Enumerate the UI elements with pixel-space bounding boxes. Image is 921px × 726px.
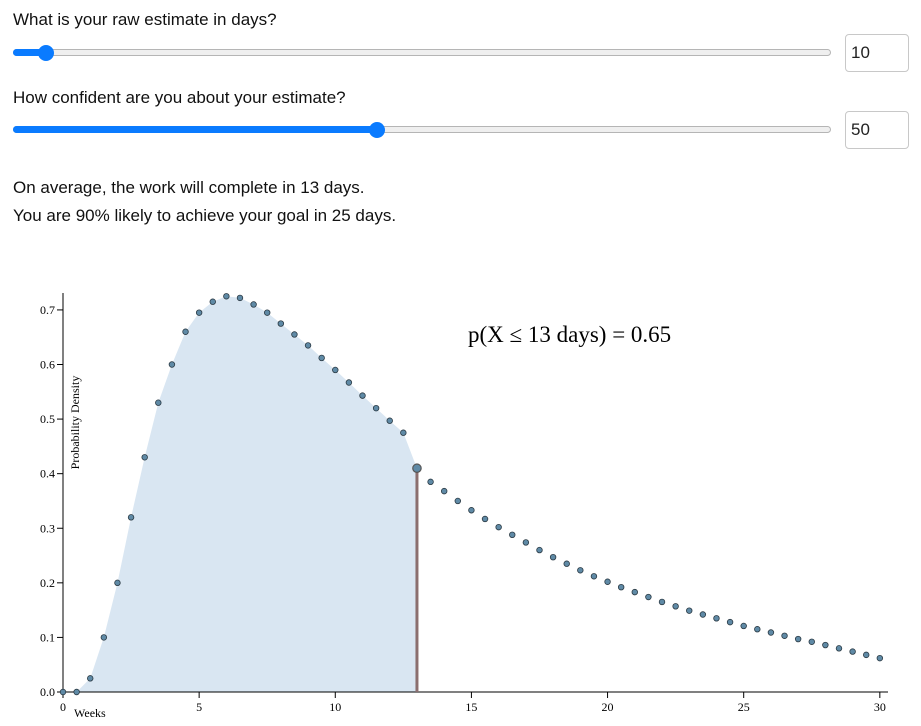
- data-point: [726, 618, 734, 626]
- data-point: [400, 429, 407, 436]
- data-point: [427, 478, 434, 486]
- data-point: [522, 539, 530, 546]
- y-tick-label: 0.7: [40, 303, 55, 317]
- data-point: [699, 611, 707, 618]
- y-axis-label: Probability Density: [68, 376, 82, 470]
- x-tick-label: 10: [329, 700, 341, 714]
- confidence-slider-fill: [13, 126, 377, 133]
- data-point: [740, 622, 747, 630]
- data-point: [713, 615, 720, 622]
- average-completion-text: On average, the work will complete in 13…: [13, 178, 365, 197]
- data-point: [372, 404, 380, 412]
- y-tick-label: 0.5: [40, 412, 55, 426]
- x-tick-label: 0: [60, 700, 66, 714]
- data-point: [549, 553, 557, 561]
- data-point: [114, 579, 121, 587]
- data-point: [781, 632, 788, 639]
- data-point: [617, 584, 625, 591]
- y-tick-label: 0.2: [40, 576, 55, 590]
- estimate-slider-thumb[interactable]: [37, 45, 54, 61]
- data-point: [264, 309, 271, 316]
- confidence-question: How confident are you about your estimat…: [13, 88, 346, 107]
- estimate-slider-fill: [13, 49, 46, 56]
- data-point: [127, 514, 135, 521]
- data-point: [590, 573, 598, 580]
- y-tick-label: 0.1: [40, 630, 55, 644]
- x-tick-label: 25: [738, 700, 750, 714]
- data-point: [563, 560, 570, 567]
- data-point: [209, 298, 216, 305]
- x-tick-label: 15: [465, 700, 477, 714]
- y-tick-label: 0.3: [40, 521, 55, 535]
- x-tick-label: 20: [602, 700, 614, 714]
- data-point: [835, 645, 843, 652]
- data-point: [808, 638, 815, 645]
- data-point: [509, 531, 516, 538]
- likelihood-text: You are 90% likely to achieve your goal …: [13, 206, 397, 225]
- data-point: [822, 641, 829, 649]
- data-point: [767, 629, 775, 636]
- data-point: [73, 688, 80, 696]
- data-point: [87, 675, 94, 682]
- data-point: [754, 626, 761, 633]
- data-point: [168, 361, 176, 368]
- data-point: [223, 293, 230, 300]
- estimate-slider[interactable]: [13, 45, 831, 61]
- estimate-question: What is your raw estimate in days?: [13, 10, 277, 29]
- data-point: [250, 301, 257, 308]
- x-axis-label: Weeks: [74, 706, 106, 720]
- data-point: [59, 688, 67, 696]
- probability-density-chart: 0 5 10 15 20 25 30 0.0 0.1 0.2 0.3 0.4 0.5 0.6 0.7 Week…: [40, 293, 888, 720]
- data-point: [359, 392, 366, 399]
- data-point: [658, 598, 666, 606]
- data-point: [454, 497, 462, 505]
- data-point: [236, 294, 244, 302]
- threshold-point: [412, 463, 422, 474]
- data-point: [304, 342, 312, 349]
- data-point: [318, 354, 325, 362]
- data-point: [686, 607, 693, 614]
- data-point: [440, 487, 448, 495]
- y-tick-label: 0.0: [40, 685, 55, 699]
- data-point: [291, 331, 298, 338]
- data-point: [495, 523, 502, 531]
- probability-area: [63, 296, 417, 692]
- y-tick-label: 0.6: [40, 358, 55, 372]
- data-point: [849, 648, 856, 655]
- data-point: [645, 593, 652, 601]
- data-point: [386, 417, 393, 424]
- data-point: [536, 546, 543, 554]
- data-point: [604, 578, 611, 585]
- data-point: [672, 603, 679, 610]
- confidence-number-input[interactable]: 50: [845, 111, 909, 149]
- confidence-slider-thumb[interactable]: [369, 122, 385, 138]
- data-point: [863, 651, 870, 659]
- data-point: [631, 588, 638, 596]
- probability-annotation: p(X ≤ 13 days) = 0.65: [468, 322, 671, 347]
- data-point: [468, 507, 475, 514]
- data-point: [155, 399, 162, 406]
- data-point: [182, 328, 189, 335]
- x-tick-label: 5: [196, 700, 202, 714]
- data-point: [332, 366, 339, 374]
- x-tick-label: 30: [874, 700, 886, 714]
- data-point: [195, 309, 203, 316]
- confidence-slider[interactable]: [13, 122, 831, 138]
- data-point: [481, 515, 489, 523]
- data-point: [577, 567, 584, 574]
- y-tick-label: 0.4: [40, 467, 55, 481]
- estimate-number-input[interactable]: 10: [845, 34, 909, 72]
- estimate-slider-track[interactable]: [13, 49, 831, 56]
- data-point: [345, 379, 353, 386]
- data-point: [141, 454, 148, 461]
- data-point: [876, 654, 884, 662]
- data-point: [794, 635, 802, 643]
- data-point: [100, 634, 108, 641]
- data-point: [277, 320, 285, 327]
